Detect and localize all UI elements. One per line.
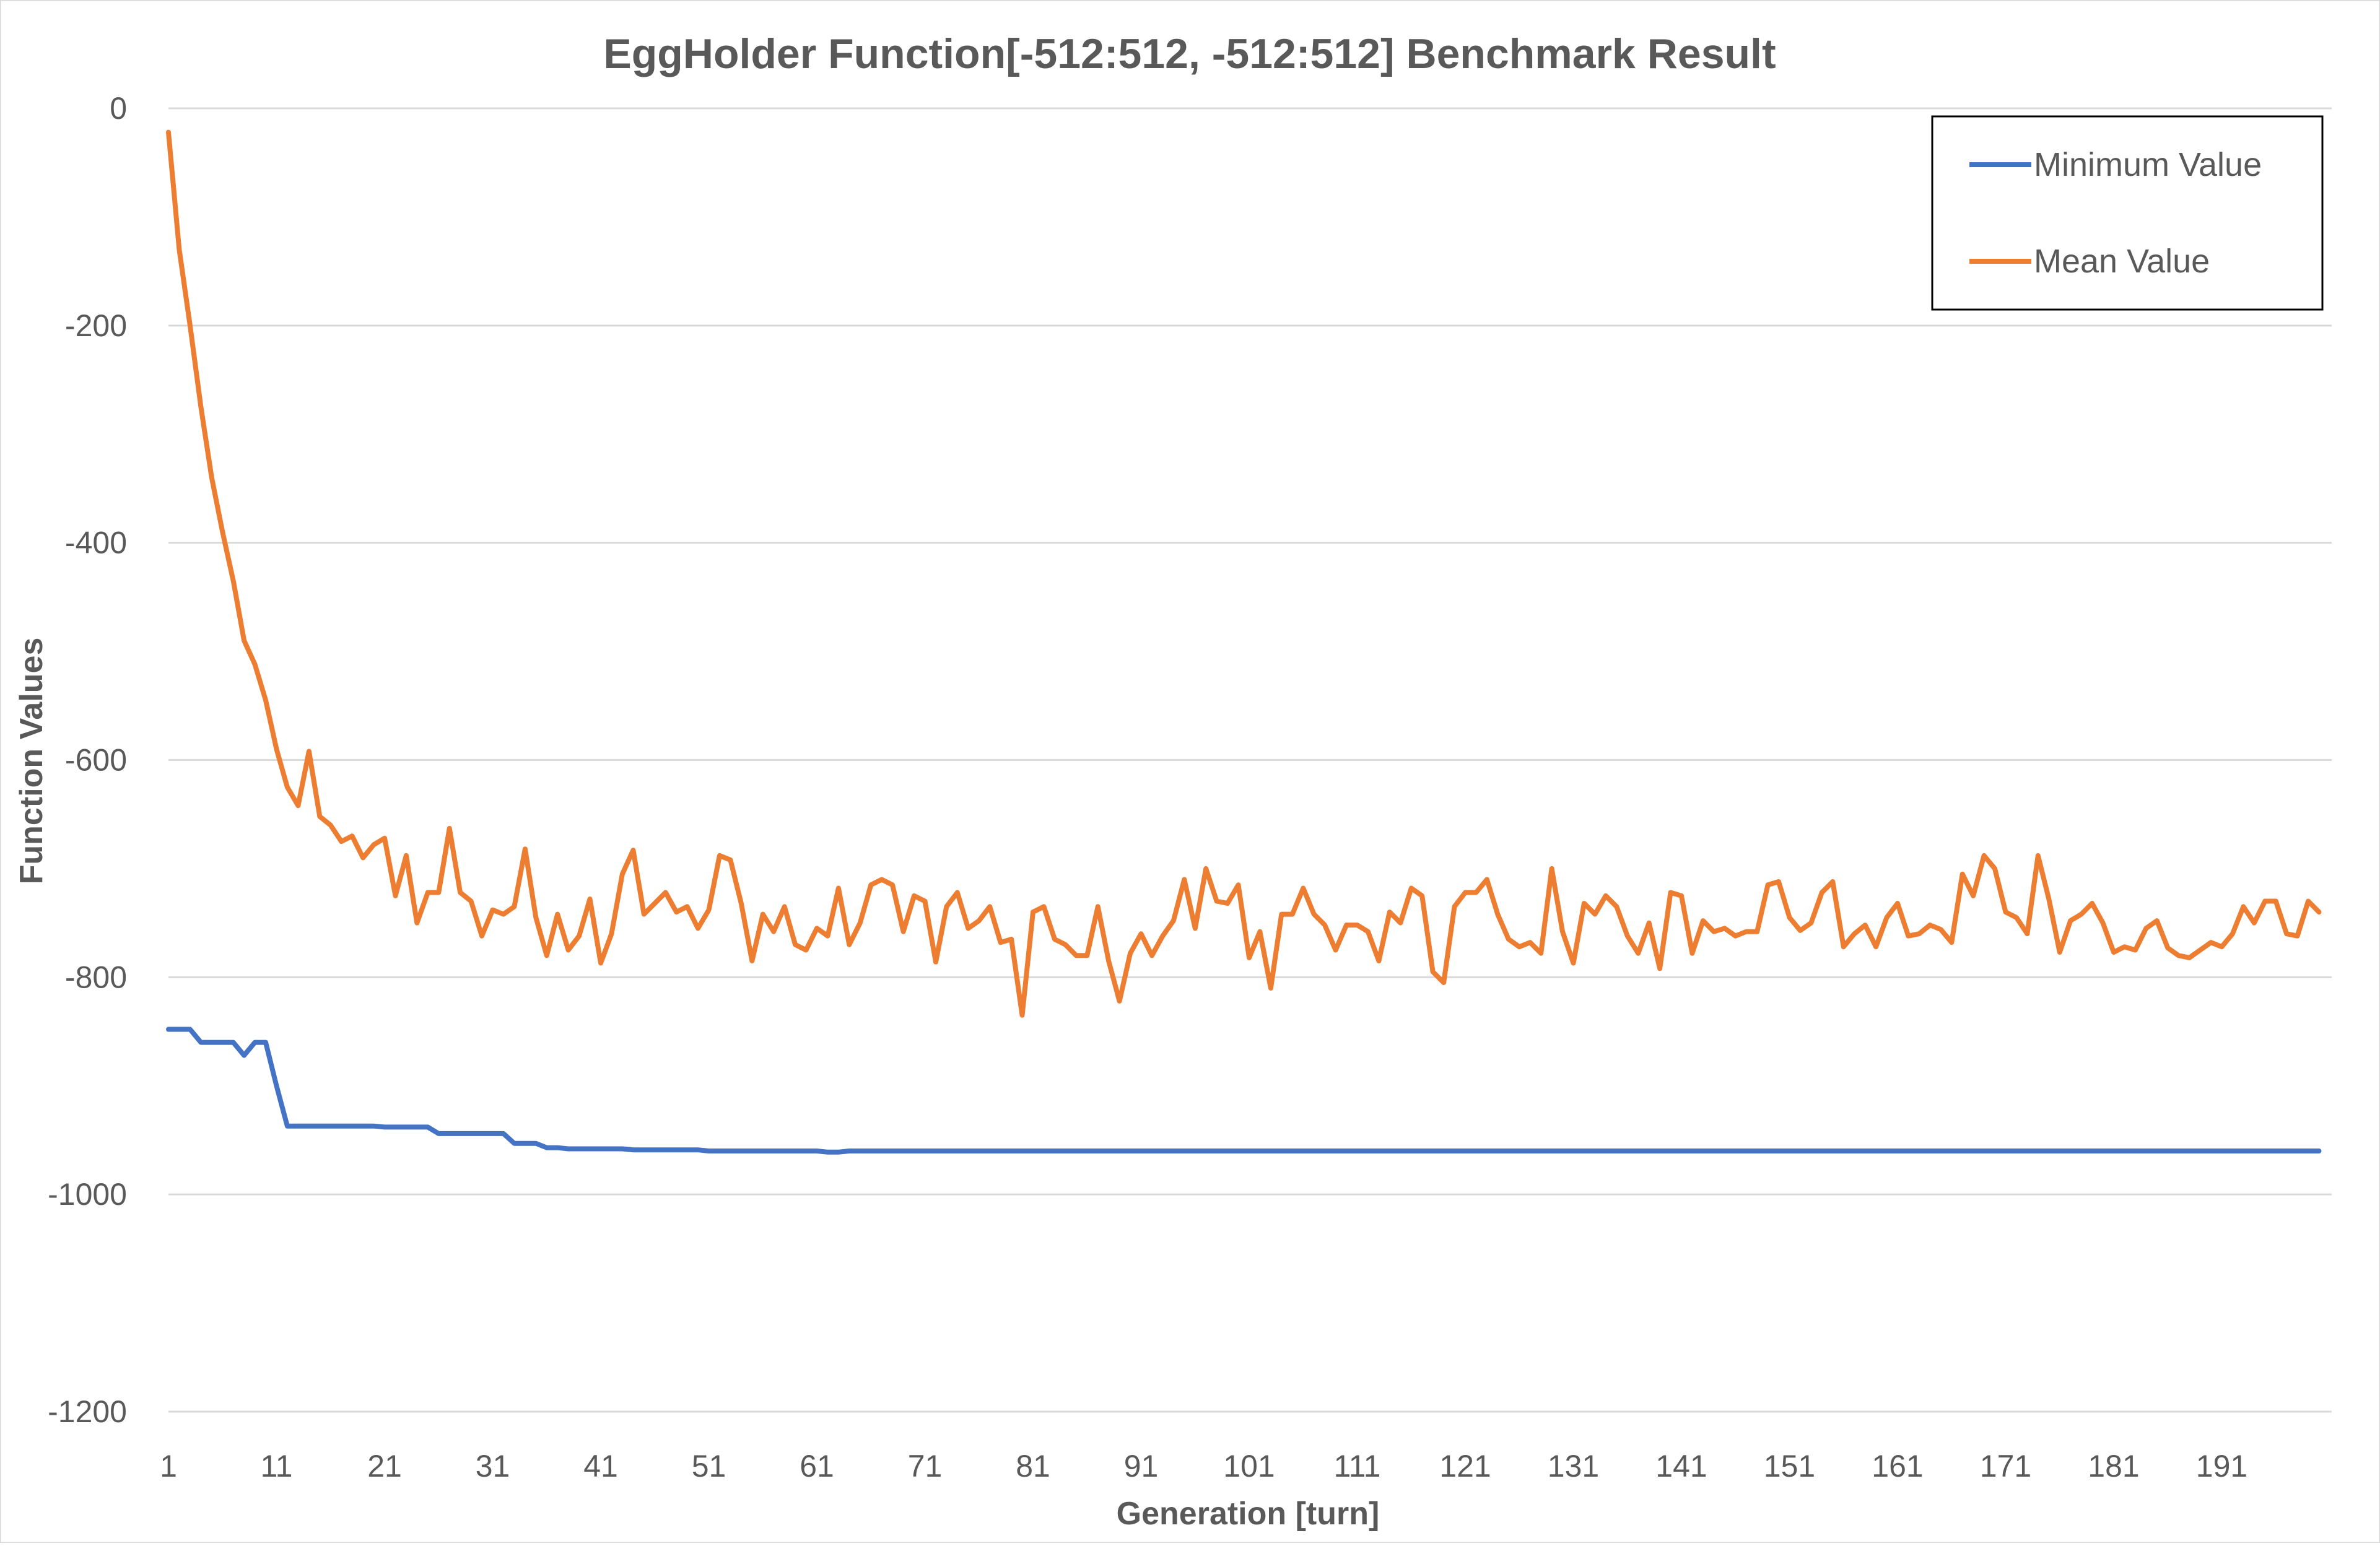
legend-label-minimum-value: Minimum Value [2034, 146, 2262, 183]
x-tick-label: 51 [692, 1449, 726, 1483]
y-tick-label: -1200 [48, 1394, 127, 1429]
series-line-minimum-value [166, 1027, 2322, 1155]
x-tick-label: 81 [1016, 1449, 1050, 1483]
x-tick-label: 171 [1980, 1449, 2031, 1483]
legend-box [1931, 115, 2324, 311]
x-tick-label: 141 [1655, 1449, 1707, 1483]
x-tick-label: 131 [1548, 1449, 1599, 1483]
y-tick-label: -200 [65, 308, 127, 343]
x-tick-label: 21 [367, 1449, 402, 1483]
y-axis-label: Function Values [14, 638, 50, 885]
x-axis-ticks: 1 11 21 31 41 51 61 71 81 91 101 111 121 131 141 151 161… [160, 1449, 2247, 1483]
legend: Minimum Value Mean Value [1931, 115, 2324, 311]
y-tick-label: -1000 [48, 1177, 127, 1212]
y-tick-label: -600 [65, 743, 127, 778]
y-tick-label: -800 [65, 960, 127, 994]
y-tick-label: 0 [110, 91, 127, 126]
x-tick-label: 61 [800, 1449, 834, 1483]
x-tick-label: 181 [2088, 1449, 2139, 1483]
x-tick-label: 101 [1223, 1449, 1275, 1483]
x-tick-label: 11 [261, 1449, 293, 1483]
series-line-mean-value [166, 129, 2322, 1018]
legend-label-mean-value: Mean Value [2034, 243, 2210, 280]
x-tick-label: 191 [2196, 1449, 2247, 1483]
x-axis-label: Generation [turn] [1117, 1496, 1380, 1532]
y-axis-ticks: 0 -200 -400 -600 -800 -1000 -1200 [48, 91, 127, 1429]
chart-title: EggHolder Function[-512:512, -512:512] B… [603, 30, 1776, 77]
x-tick-label: 91 [1124, 1449, 1159, 1483]
x-tick-label: 31 [476, 1449, 510, 1483]
x-tick-label: 161 [1872, 1449, 1923, 1483]
x-tick-label: 111 [1333, 1449, 1380, 1483]
gridlines [168, 107, 2332, 1413]
x-tick-label: 1 [160, 1449, 177, 1483]
series-lines [166, 129, 2322, 1155]
x-tick-label: 151 [1764, 1449, 1815, 1483]
x-tick-label: 71 [908, 1449, 943, 1483]
x-tick-label: 41 [583, 1449, 618, 1483]
y-tick-label: -400 [65, 526, 127, 560]
x-tick-label: 121 [1439, 1449, 1491, 1483]
